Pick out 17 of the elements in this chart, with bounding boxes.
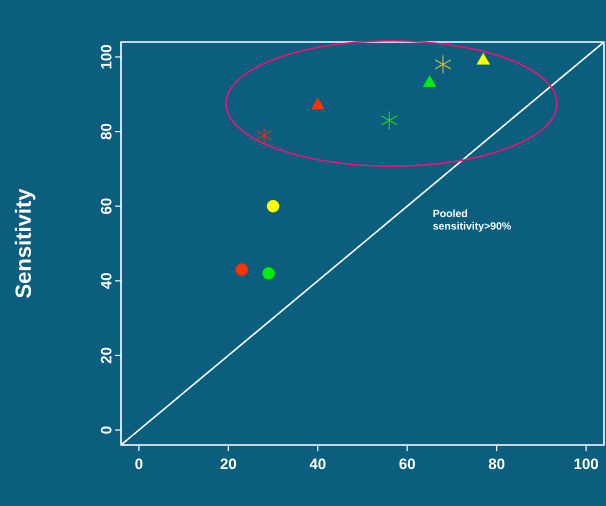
y-tick-label: 60 [100, 198, 112, 214]
point [434, 54, 452, 74]
point [380, 110, 398, 130]
y-tick-label: 80 [100, 124, 112, 140]
y-tick-label: 20 [100, 348, 112, 364]
y-tick-label: 100 [100, 45, 112, 68]
y-axis-title: Sensitivity [14, 188, 36, 298]
x-tick-label: 40 [310, 458, 326, 470]
y-tick-label: 0 [100, 426, 112, 434]
x-tick-label: 20 [220, 458, 236, 470]
x-tick-label: 0 [135, 458, 142, 470]
x-tick-label: 100 [574, 458, 598, 470]
x-tick-label: 80 [488, 458, 504, 470]
annotation: Pooled sensitivity>90% [433, 209, 511, 232]
x-tick-label: 60 [399, 458, 415, 470]
y-tick-label: 40 [100, 273, 112, 289]
point [256, 126, 272, 145]
